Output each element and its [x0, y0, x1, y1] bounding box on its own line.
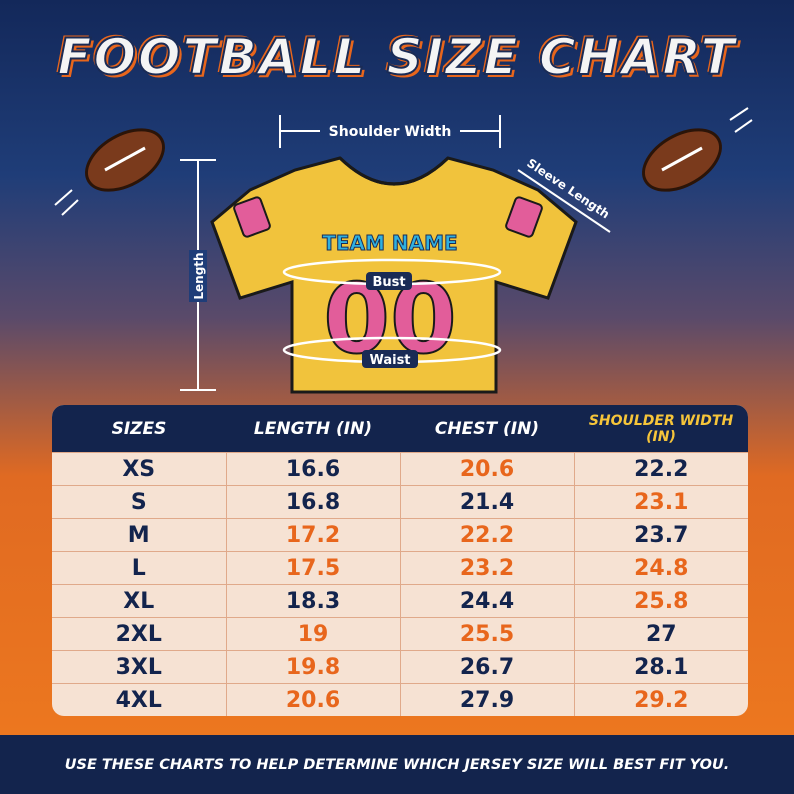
size-cell: XL	[52, 584, 227, 618]
table-row: 4XL 20.6 27.9 29.2	[52, 683, 748, 716]
size-cell: 3XL	[52, 650, 227, 684]
measurement-cell: 23.1	[574, 485, 748, 519]
table-row: XL 18.3 24.4 25.8	[52, 584, 748, 618]
waist-label: Waist	[369, 353, 410, 368]
measurement-cell: 21.4	[400, 485, 575, 519]
table: SIZES LENGTH (IN) CHEST (IN) SHOULDER WIDTH…	[52, 405, 748, 716]
column-header: SHOULDER WIDTH (IN)	[574, 405, 748, 453]
measurement-cell: 20.6	[400, 452, 575, 486]
table-body: XS 16.6 20.6 22.2 S 16.8 21.4 23.1 M 17.2 22.2 23.7…	[52, 452, 748, 716]
measurement-cell: 27	[574, 617, 748, 651]
size-cell: XS	[52, 452, 227, 486]
table-row: 2XL 19 25.5 27	[52, 617, 748, 651]
column-header: CHEST (IN)	[400, 405, 574, 453]
title: FOOTBALL SIZE CHART	[56, 27, 737, 87]
measurement-cell: 27.9	[400, 683, 575, 716]
measurement-cell: 16.6	[226, 452, 401, 486]
size-table: SIZES LENGTH (IN) CHEST (IN) SHOULDER WIDTH…	[52, 405, 748, 716]
table-row: M 17.2 22.2 23.7	[52, 518, 748, 552]
size-cell: L	[52, 551, 227, 585]
header-row: SIZES LENGTH (IN) CHEST (IN) SHOULDER WIDTH…	[52, 405, 748, 453]
team-name: TEAM NAME	[322, 231, 457, 255]
table-row: L 17.5 23.2 24.8	[52, 551, 748, 585]
measurement-cell: 23.7	[574, 518, 748, 552]
football-right	[642, 107, 753, 192]
length-label: Length	[192, 252, 206, 299]
measurement-cell: 16.8	[226, 485, 401, 519]
size-cell: M	[52, 518, 227, 552]
measurement-cell: 20.6	[226, 683, 401, 716]
measurement-cell: 23.2	[400, 551, 575, 585]
size-cell: S	[52, 485, 227, 519]
size-cell: 4XL	[52, 683, 227, 716]
football-left	[54, 128, 165, 216]
measurement-cell: 18.3	[226, 584, 401, 618]
table-row: XS 16.6 20.6 22.2	[52, 452, 748, 486]
measurement-cell: 25.5	[400, 617, 575, 651]
measurement-cell: 29.2	[574, 683, 748, 716]
measurement-cell: 24.8	[574, 551, 748, 585]
measurement-cell: 24.4	[400, 584, 575, 618]
measurement-cell: 19.8	[226, 650, 401, 684]
measurement-cell: 25.8	[574, 584, 748, 618]
size-cell: 2XL	[52, 617, 227, 651]
shoulder-width-label: Shoulder Width	[329, 124, 452, 140]
table-row: S 16.8 21.4 23.1	[52, 485, 748, 519]
measurement-cell: 17.2	[226, 518, 401, 552]
measurement-cell: 26.7	[400, 650, 575, 684]
measurement-cell: 28.1	[574, 650, 748, 684]
measurement-cell: 17.5	[226, 551, 401, 585]
jersey-diagram: TEAM NAME 00 Bust Waist Shoulder Width L…	[54, 107, 753, 394]
footer: USE THESE CHARTS TO HELP DETERMINE WHICH…	[0, 735, 794, 794]
measurement-cell: 22.2	[574, 452, 748, 486]
column-header: LENGTH (IN)	[226, 405, 400, 453]
bust-label: Bust	[372, 275, 405, 290]
measurement-cell: 22.2	[400, 518, 575, 552]
column-header: SIZES	[52, 405, 226, 453]
measurement-cell: 19	[226, 617, 401, 651]
table-row: 3XL 19.8 26.7 28.1	[52, 650, 748, 684]
